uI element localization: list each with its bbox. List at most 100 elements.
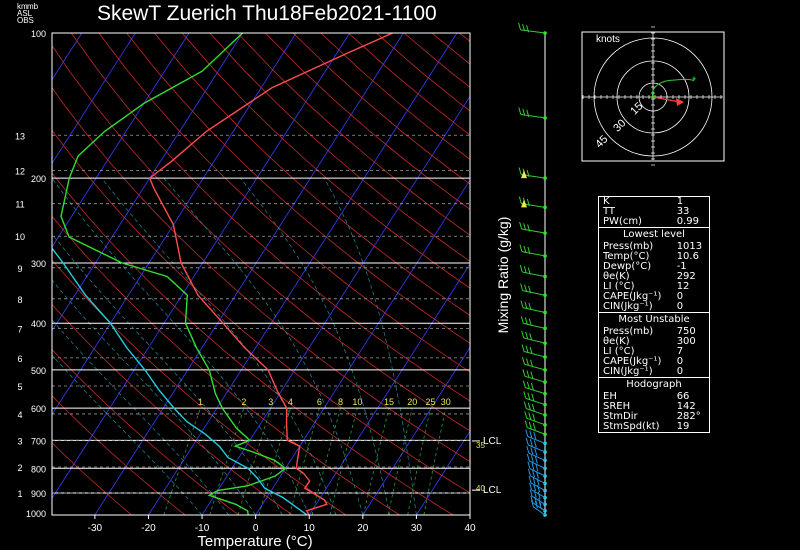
mixing-ratio-label: 2 — [241, 397, 246, 407]
barb-feather — [520, 316, 524, 324]
index-row: CAPE(Jkg⁻¹) 0 — [599, 292, 709, 302]
corner-label-km: km — [17, 2, 28, 11]
mixing-ratio-line — [289, 407, 320, 515]
barb-feather — [528, 475, 532, 484]
index-label: LI (°C) — [603, 281, 635, 292]
height-tick-label: 2 — [17, 463, 22, 473]
index-row: Dewp(°C) -1 — [599, 262, 709, 272]
barb-feather — [535, 463, 539, 472]
barb-feather — [533, 490, 537, 498]
barb-feather — [527, 468, 531, 477]
index-value: 1013 — [676, 241, 703, 252]
moist-adiabat-line — [52, 177, 310, 515]
barb-feather — [532, 476, 536, 485]
barb-feather — [527, 461, 531, 469]
height-tick-label: 6 — [17, 354, 22, 364]
index-label: LI (°C) — [603, 346, 635, 357]
mixing-ratio-line — [311, 407, 341, 515]
mixing-ratio-line — [423, 408, 447, 515]
barb-feather — [522, 380, 526, 388]
index-label: StmDir — [603, 411, 638, 422]
barb-staff — [522, 307, 546, 313]
pressure-tick-label: 400 — [31, 319, 46, 329]
dry-adiabat-line — [52, 303, 293, 515]
x-tick-label: 0 — [253, 523, 259, 534]
barb-feather — [533, 431, 537, 440]
mixing-ratio-line — [163, 407, 201, 515]
isotherm-line — [308, 263, 470, 515]
corner-label-obs: OBS — [17, 16, 34, 25]
height-tick-label: 10 — [15, 232, 25, 242]
barb-dot — [543, 423, 547, 427]
index-value: 0 — [676, 291, 684, 302]
barb-staff — [525, 387, 546, 395]
isotherm-line — [255, 179, 470, 515]
barb-staff — [528, 444, 546, 453]
dry-adiabat-line — [52, 349, 240, 515]
barb-feather — [527, 224, 531, 232]
index-value: 10.6 — [676, 251, 699, 262]
index-label: Press(mb) — [603, 326, 654, 337]
x-tick-label: 10 — [304, 523, 316, 534]
mixing-ratio-label: 6 — [317, 397, 322, 407]
barb-staff — [526, 408, 546, 416]
sounding-trace — [148, 33, 393, 515]
barb-dot — [543, 391, 547, 396]
barb-staff — [527, 427, 546, 435]
barb-feather — [525, 437, 529, 446]
lcl-label: LCL — [483, 485, 502, 496]
barb-feather — [526, 381, 530, 389]
barb-feather — [518, 196, 522, 204]
moist-adiabat-line — [52, 279, 256, 515]
pressure-tick-label: 200 — [31, 174, 46, 184]
chart-title: SkewT Zuerich Thu18Feb2021-1100 — [97, 2, 437, 25]
pressure-tick-label: 500 — [31, 366, 46, 376]
index-value: 300 — [676, 336, 696, 347]
index-row: StmDir 282° — [599, 412, 709, 422]
index-section-title: Hodograph — [599, 377, 709, 392]
barb-feather — [524, 301, 528, 309]
barb-feather — [534, 500, 538, 509]
barb-feather — [519, 244, 523, 252]
barb-staff — [523, 351, 546, 358]
barb-feather — [526, 25, 530, 33]
moist-adiabat-line — [163, 177, 364, 515]
barb-staff — [526, 417, 546, 426]
barb-feather — [531, 469, 535, 478]
barb-feather — [532, 413, 536, 421]
barb-feather — [529, 430, 533, 438]
index-row: Press(mb) 750 — [599, 327, 709, 337]
barb-staff — [527, 436, 546, 444]
index-value: 0 — [676, 301, 684, 312]
height-tick-label: 1 — [17, 489, 22, 499]
index-label: StmSpd(kt) — [603, 421, 660, 432]
dry-adiabat-line — [181, 33, 470, 289]
mixing-ratio-title: Mixing Ratio (g/kg) — [495, 217, 511, 334]
dry-adiabat-line — [320, 33, 470, 160]
barb-feather — [527, 246, 531, 255]
barb-staff — [524, 375, 546, 383]
barb-feather — [537, 491, 541, 499]
index-row: θe(K) 300 — [599, 337, 709, 347]
barb-dot — [543, 341, 547, 345]
barb-dot — [543, 458, 547, 463]
index-label: θe(K) — [603, 336, 630, 347]
barb-feather — [537, 485, 541, 493]
dry-adiabat-line — [52, 442, 132, 515]
x-tick-label: -10 — [195, 523, 210, 534]
x-axis-title: Temperature (°C) — [197, 533, 312, 550]
barb-feather — [523, 223, 527, 231]
barb-feather — [522, 357, 525, 365]
barb-feather — [523, 266, 527, 274]
mixing-ratio-line — [329, 407, 358, 515]
barb-staff — [533, 506, 546, 516]
barb-feather — [525, 331, 529, 340]
right-tick-label: 35 — [476, 441, 485, 450]
storm-motion-vector — [652, 96, 681, 103]
index-label: θe(K) — [603, 271, 630, 282]
barb-feather — [525, 345, 529, 353]
barb-dot — [543, 368, 547, 372]
barb-feather — [528, 285, 532, 294]
x-tick-label: 30 — [411, 523, 423, 534]
